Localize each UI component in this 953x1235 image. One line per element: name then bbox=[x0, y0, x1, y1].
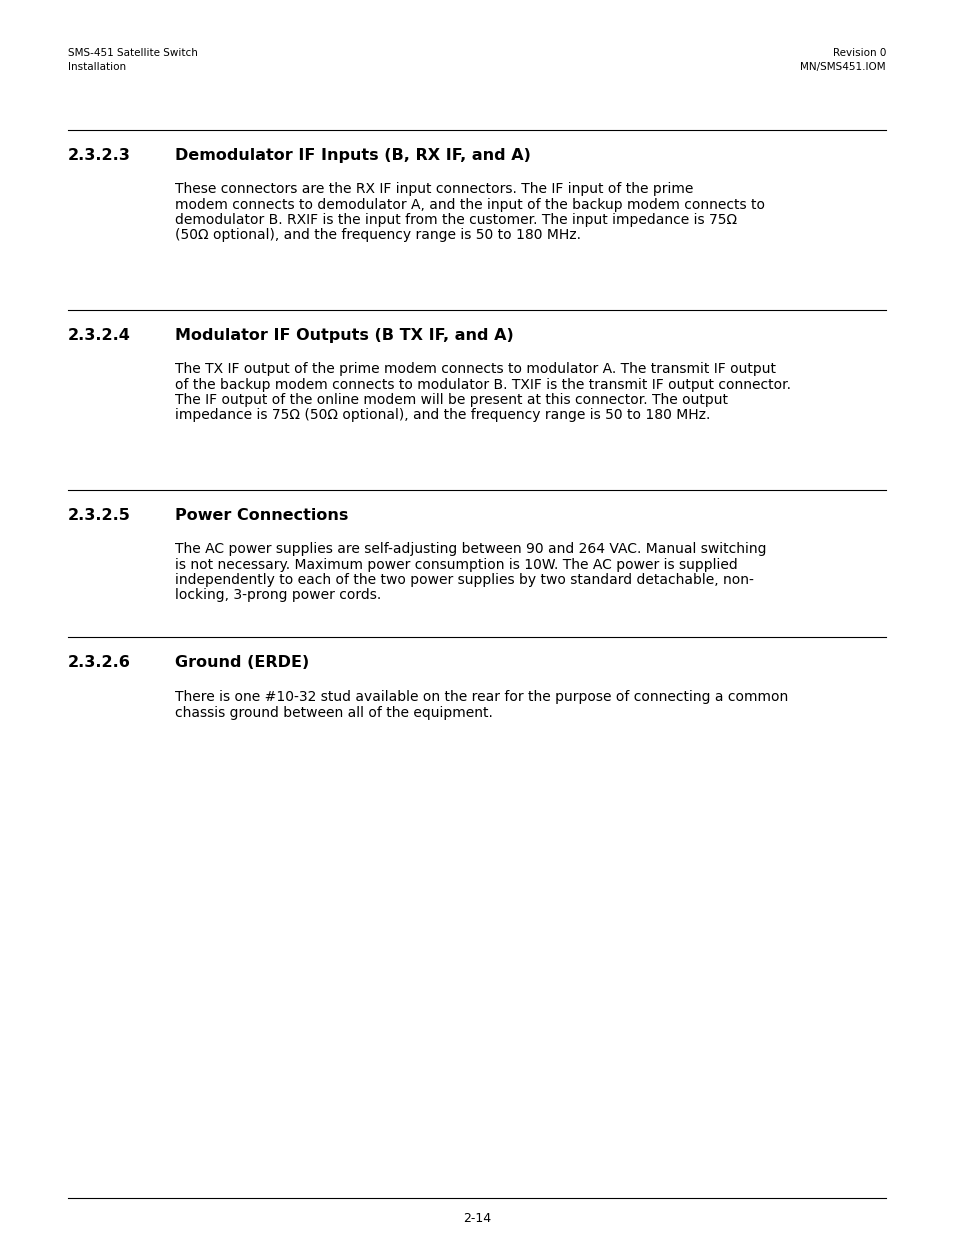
Text: The AC power supplies are self-adjusting between 90 and 264 VAC. Manual switchin: The AC power supplies are self-adjusting… bbox=[174, 542, 765, 556]
Text: is not necessary. Maximum power consumption is 10W. The AC power is supplied: is not necessary. Maximum power consumpt… bbox=[174, 557, 737, 572]
Text: modem connects to demodulator A, and the input of the backup modem connects to: modem connects to demodulator A, and the… bbox=[174, 198, 764, 211]
Text: impedance is 75Ω (50Ω optional), and the frequency range is 50 to 180 MHz.: impedance is 75Ω (50Ω optional), and the… bbox=[174, 409, 710, 422]
Text: Power Connections: Power Connections bbox=[174, 508, 348, 522]
Text: MN/SMS451.IOM: MN/SMS451.IOM bbox=[800, 62, 885, 72]
Text: demodulator B. RXIF is the input from the customer. The input impedance is 75Ω: demodulator B. RXIF is the input from th… bbox=[174, 212, 737, 227]
Text: 2-14: 2-14 bbox=[462, 1212, 491, 1225]
Text: Modulator IF Outputs (B TX IF, and A): Modulator IF Outputs (B TX IF, and A) bbox=[174, 329, 514, 343]
Text: Ground (ERDE): Ground (ERDE) bbox=[174, 655, 309, 671]
Text: Demodulator IF Inputs (B, RX IF, and A): Demodulator IF Inputs (B, RX IF, and A) bbox=[174, 148, 530, 163]
Text: 2.3.2.6: 2.3.2.6 bbox=[68, 655, 131, 671]
Text: Revision 0: Revision 0 bbox=[832, 48, 885, 58]
Text: The IF output of the online modem will be present at this connector. The output: The IF output of the online modem will b… bbox=[174, 393, 727, 408]
Text: SMS-451 Satellite Switch: SMS-451 Satellite Switch bbox=[68, 48, 197, 58]
Text: (50Ω optional), and the frequency range is 50 to 180 MHz.: (50Ω optional), and the frequency range … bbox=[174, 228, 580, 242]
Text: These connectors are the RX IF input connectors. The IF input of the prime: These connectors are the RX IF input con… bbox=[174, 182, 693, 196]
Text: independently to each of the two power supplies by two standard detachable, non-: independently to each of the two power s… bbox=[174, 573, 753, 587]
Text: 2.3.2.5: 2.3.2.5 bbox=[68, 508, 131, 522]
Text: locking, 3-prong power cords.: locking, 3-prong power cords. bbox=[174, 589, 381, 603]
Text: Installation: Installation bbox=[68, 62, 126, 72]
Text: 2.3.2.4: 2.3.2.4 bbox=[68, 329, 131, 343]
Text: 2.3.2.3: 2.3.2.3 bbox=[68, 148, 131, 163]
Text: chassis ground between all of the equipment.: chassis ground between all of the equipm… bbox=[174, 705, 493, 720]
Text: There is one #10-32 stud available on the rear for the purpose of connecting a c: There is one #10-32 stud available on th… bbox=[174, 690, 787, 704]
Text: of the backup modem connects to modulator B. TXIF is the transmit IF output conn: of the backup modem connects to modulato… bbox=[174, 378, 790, 391]
Text: The TX IF output of the prime modem connects to modulator A. The transmit IF out: The TX IF output of the prime modem conn… bbox=[174, 362, 775, 375]
